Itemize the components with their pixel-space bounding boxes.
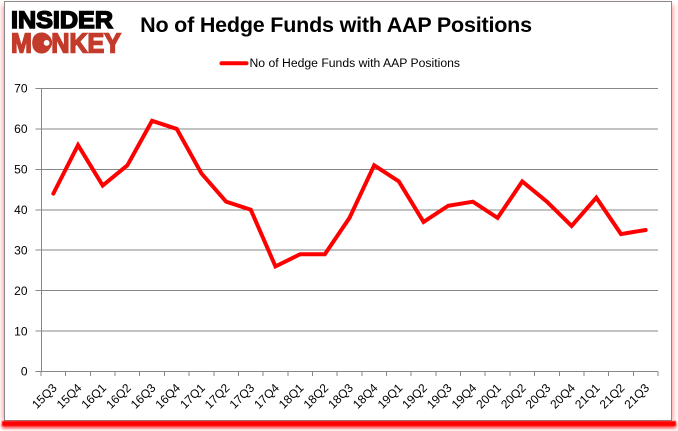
svg-text:16Q4: 16Q4 — [152, 381, 183, 412]
svg-text:17Q1: 17Q1 — [177, 381, 208, 412]
svg-text:21Q2: 21Q2 — [597, 381, 628, 412]
svg-text:No of Hedge Funds with AAP Pos: No of Hedge Funds with AAP Positions — [250, 56, 460, 70]
svg-text:INSIDER: INSIDER — [11, 7, 113, 34]
svg-text:19Q4: 19Q4 — [449, 381, 480, 412]
svg-text:20Q1: 20Q1 — [473, 381, 504, 412]
svg-text:16Q2: 16Q2 — [103, 381, 134, 412]
svg-text:17Q2: 17Q2 — [202, 381, 233, 412]
svg-text:19Q1: 19Q1 — [375, 381, 406, 412]
svg-text:16Q1: 16Q1 — [78, 381, 109, 412]
svg-text:16Q3: 16Q3 — [128, 381, 159, 412]
svg-text:19Q3: 19Q3 — [424, 381, 455, 412]
svg-text:40: 40 — [14, 203, 28, 217]
svg-text:0: 0 — [21, 365, 28, 379]
svg-text:18Q2: 18Q2 — [301, 381, 332, 412]
svg-text:18Q4: 18Q4 — [350, 381, 381, 412]
svg-text:21Q1: 21Q1 — [572, 381, 603, 412]
svg-text:18Q1: 18Q1 — [276, 381, 307, 412]
svg-text:20Q2: 20Q2 — [498, 381, 529, 412]
svg-text:15Q3: 15Q3 — [29, 381, 60, 412]
svg-text:50: 50 — [14, 163, 28, 177]
svg-text:10: 10 — [14, 324, 28, 338]
svg-text:60: 60 — [14, 122, 28, 136]
svg-text:18Q3: 18Q3 — [325, 381, 356, 412]
svg-text:19Q2: 19Q2 — [399, 381, 430, 412]
svg-text:20Q3: 20Q3 — [523, 381, 554, 412]
svg-text:20: 20 — [14, 284, 28, 298]
svg-text:15Q4: 15Q4 — [54, 381, 85, 412]
svg-text:MONKEY: MONKEY — [11, 28, 121, 59]
svg-text:21Q3: 21Q3 — [621, 381, 652, 412]
svg-text:17Q3: 17Q3 — [227, 381, 258, 412]
svg-text:70: 70 — [14, 82, 28, 96]
svg-text:30: 30 — [14, 243, 28, 257]
svg-text:20Q4: 20Q4 — [547, 381, 578, 412]
svg-text:17Q4: 17Q4 — [251, 381, 282, 412]
svg-text:No of Hedge Funds with AAP Pos: No of Hedge Funds with AAP Positions — [140, 13, 532, 37]
